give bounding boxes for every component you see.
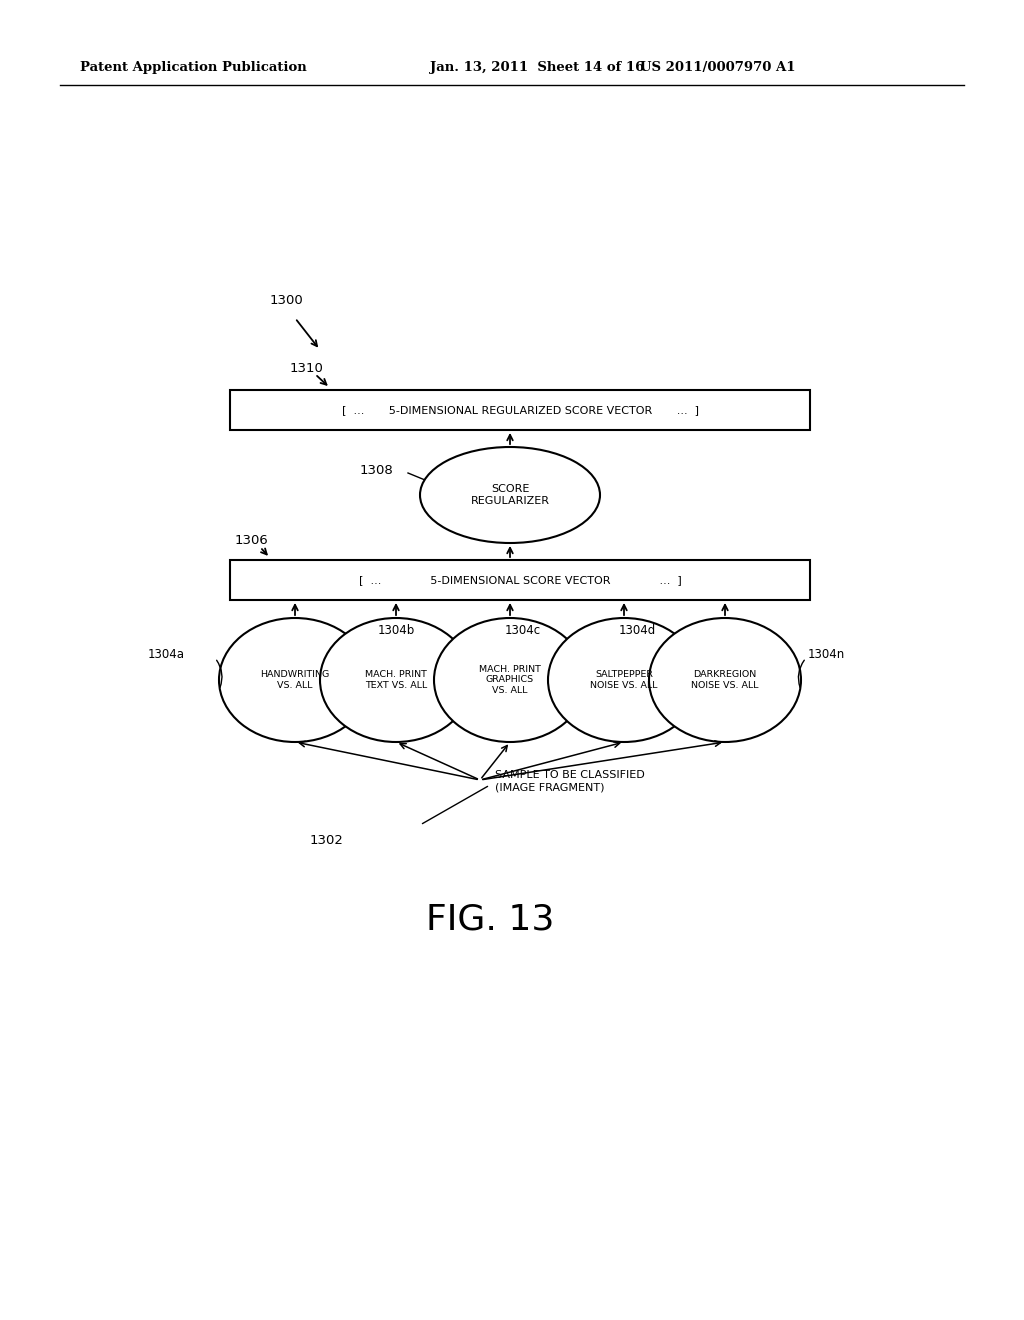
Text: 1308: 1308 [360, 463, 394, 477]
Text: 1304c: 1304c [505, 623, 541, 636]
Text: HANDWRITING
VS. ALL: HANDWRITING VS. ALL [260, 671, 330, 690]
Text: SCORE
REGULARIZER: SCORE REGULARIZER [470, 484, 550, 506]
Text: DARKREGION
NOISE VS. ALL: DARKREGION NOISE VS. ALL [691, 671, 759, 690]
Text: [  ...              5-DIMENSIONAL SCORE VECTOR              ...  ]: [ ... 5-DIMENSIONAL SCORE VECTOR ... ] [358, 576, 681, 585]
Text: FIG. 13: FIG. 13 [426, 903, 554, 937]
Text: MACH. PRINT
GRAPHICS
VS. ALL: MACH. PRINT GRAPHICS VS. ALL [479, 665, 541, 696]
Text: 1306: 1306 [234, 533, 268, 546]
Ellipse shape [434, 618, 586, 742]
Ellipse shape [649, 618, 801, 742]
Text: SALTPEPPER
NOISE VS. ALL: SALTPEPPER NOISE VS. ALL [590, 671, 657, 690]
Text: 1302: 1302 [310, 833, 344, 846]
Text: 1304d: 1304d [618, 623, 656, 636]
Text: 1310: 1310 [290, 362, 324, 375]
Ellipse shape [420, 447, 600, 543]
Text: 1304a: 1304a [148, 648, 185, 661]
Text: Jan. 13, 2011  Sheet 14 of 16: Jan. 13, 2011 Sheet 14 of 16 [430, 62, 644, 74]
Text: 1304n: 1304n [808, 648, 845, 661]
Text: US 2011/0007970 A1: US 2011/0007970 A1 [640, 62, 796, 74]
Ellipse shape [319, 618, 472, 742]
Text: 1300: 1300 [270, 293, 304, 306]
Text: SAMPLE TO BE CLASSIFIED
(IMAGE FRAGMENT): SAMPLE TO BE CLASSIFIED (IMAGE FRAGMENT) [495, 770, 645, 792]
Text: MACH. PRINT
TEXT VS. ALL: MACH. PRINT TEXT VS. ALL [365, 671, 427, 690]
Ellipse shape [548, 618, 700, 742]
Bar [230, 560, 810, 601]
Text: Patent Application Publication: Patent Application Publication [80, 62, 307, 74]
Bar [230, 389, 810, 430]
Text: 1304b: 1304b [378, 623, 416, 636]
Text: [  ...       5-DIMENSIONAL REGULARIZED SCORE VECTOR       ...  ]: [ ... 5-DIMENSIONAL REGULARIZED SCORE VE… [341, 405, 698, 414]
Ellipse shape [219, 618, 371, 742]
